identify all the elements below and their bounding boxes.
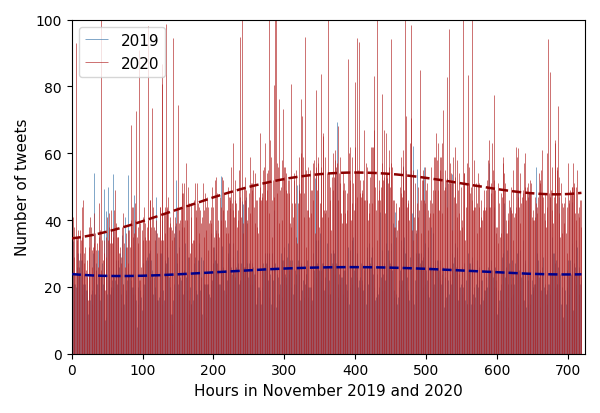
Y-axis label: Number of tweets: Number of tweets — [15, 119, 30, 256]
Legend: 2019, 2020: 2019, 2020 — [79, 28, 165, 78]
X-axis label: Hours in November 2019 and 2020: Hours in November 2019 and 2020 — [194, 383, 463, 398]
